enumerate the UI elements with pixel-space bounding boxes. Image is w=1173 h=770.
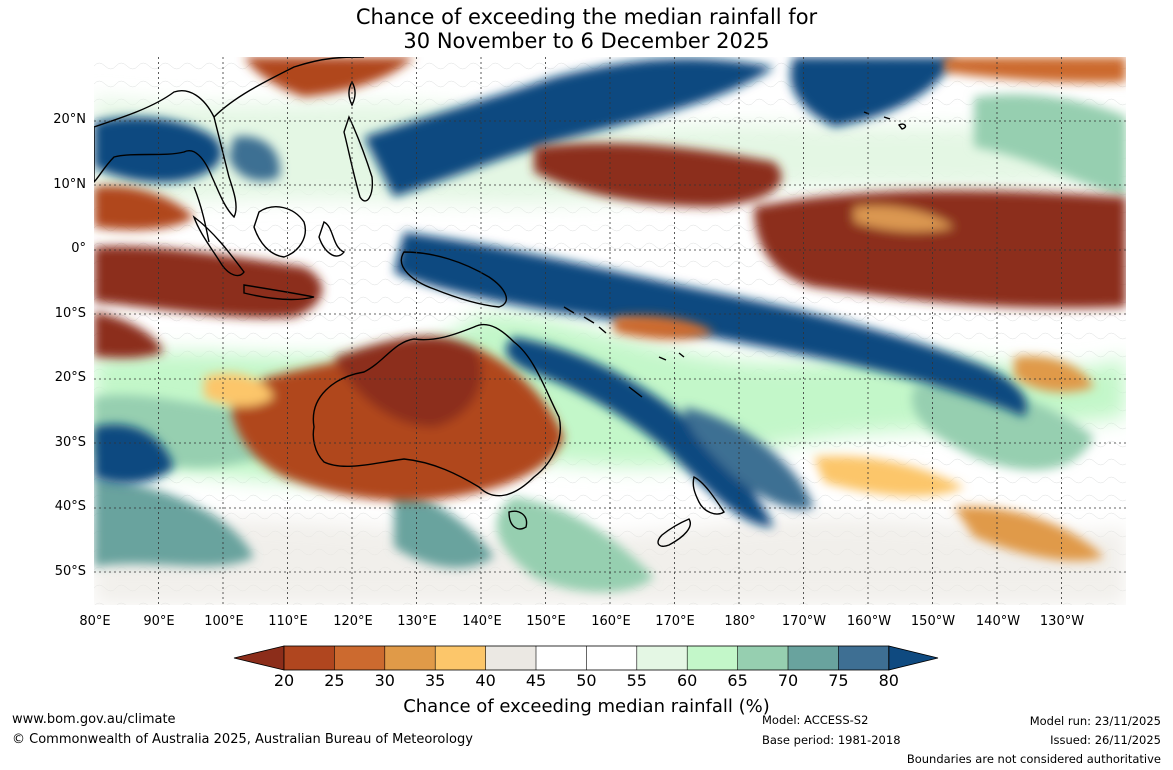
colorbar-label: Chance of exceeding median rainfall (%) <box>403 696 770 717</box>
colorbar-segment <box>284 646 335 670</box>
colorbar-tick-25: 25 <box>324 671 345 690</box>
colorbar-segment <box>636 646 688 670</box>
new-zealand-south-island <box>657 518 691 547</box>
lat-label-30S: 30°S <box>54 435 86 450</box>
lon-label-170E: 170°E <box>655 614 695 629</box>
colorbar-segment <box>586 646 637 670</box>
colorbar-segment <box>485 646 536 670</box>
lat-label-10S: 10°S <box>54 306 86 321</box>
colorbar-tick-45: 45 <box>525 671 547 690</box>
colorbar-high-arrow <box>888 645 939 671</box>
lon-label-120E: 120°E <box>333 614 373 629</box>
lon-label-150E: 150°E <box>526 614 566 629</box>
colorbar-tick-65: 65 <box>727 671 748 690</box>
map-title-line1: Chance of exceeding the median rainfall … <box>355 5 818 29</box>
pacific-wet-band <box>394 232 1027 417</box>
new-zealand-north-island <box>692 475 725 515</box>
lon-label-110E: 110°E <box>268 614 308 629</box>
rainfall-probability-map <box>94 57 1126 605</box>
lat-label-50S: 50°S <box>54 564 86 579</box>
colorbar-tick-40: 40 <box>475 671 496 690</box>
colorbar-tick-30: 30 <box>374 671 395 690</box>
lat-label-10N: 10°N <box>53 177 86 192</box>
colorbar-low-arrow <box>233 645 285 671</box>
lon-label-170W: 170°W <box>781 614 827 629</box>
fiji-islands <box>658 352 685 361</box>
lon-label-180: 180° <box>724 614 756 629</box>
colorbar-segment <box>536 646 587 670</box>
colorbar-tick-80: 80 <box>878 671 899 690</box>
lon-label-140W: 140°W <box>975 614 1021 629</box>
lat-label-40S: 40°S <box>54 499 86 514</box>
colorbar-segment <box>384 646 436 670</box>
lon-label-140E: 140°E <box>462 614 502 629</box>
taiwan-coastline <box>348 80 356 107</box>
lon-label-160E: 160°E <box>591 614 631 629</box>
australia-coastline <box>312 323 561 497</box>
sulawesi-coastline <box>318 221 346 257</box>
footer-url[interactable]: www.bom.gov.au/climate <box>12 712 176 727</box>
lon-label-150W: 150°W <box>910 614 956 629</box>
lon-label-90E: 90°E <box>143 614 175 629</box>
tasmania-coastline <box>508 510 528 530</box>
lon-label-130E: 130°E <box>397 614 437 629</box>
colorbar-tick-35: 35 <box>425 671 446 690</box>
asia-mainland-coastline <box>94 90 237 219</box>
sumatra-coastline <box>192 215 245 277</box>
colorbar-segment <box>838 646 889 670</box>
colorbar-segment <box>687 646 738 670</box>
spcz-wet-band <box>505 337 774 527</box>
colorbar-tick-70: 70 <box>777 671 799 690</box>
lon-label-80E: 80°E <box>79 614 111 629</box>
java-coastline <box>243 284 315 301</box>
colorbar-segment <box>334 646 385 670</box>
map-title-line2: 30 November to 6 December 2025 <box>403 29 770 53</box>
colorbar-tick-60: 60 <box>677 671 698 690</box>
new-guinea-coastline <box>400 251 508 308</box>
footer-model: Model: ACCESS-S2 <box>762 713 869 727</box>
colorbar <box>233 645 939 671</box>
footer-base-period: Base period: 1981-2018 <box>762 733 901 747</box>
lon-label-100E: 100°E <box>204 614 244 629</box>
philippines-coastline <box>343 115 374 202</box>
colorbar-segment <box>788 646 839 670</box>
footer-disclaimer: Boundaries are not considered authoritat… <box>906 752 1161 766</box>
lon-label-130W: 130°W <box>1039 614 1085 629</box>
lat-label-0: 0° <box>71 241 86 256</box>
new-caledonia <box>628 386 643 398</box>
colorbar-segment <box>435 646 486 670</box>
borneo-coastline <box>253 206 306 258</box>
central-pacific-dry-band <box>754 190 1126 309</box>
western-maritime-dry-patch <box>94 246 323 319</box>
lat-label-20S: 20°S <box>54 370 86 385</box>
colorbar-tick-20: 20 <box>273 671 295 690</box>
colorbar-segment <box>737 646 788 670</box>
footer-copyright: © Commonwealth of Australia 2025, Austra… <box>12 732 473 747</box>
footer-issued: Issued: 26/11/2025 <box>1050 733 1161 747</box>
colorbar-tick-75: 75 <box>828 671 849 690</box>
footer-model-run: Model run: 23/11/2025 <box>1029 714 1161 728</box>
colorbar-tick-55: 55 <box>626 671 647 690</box>
lon-label-160W: 160°W <box>846 614 892 629</box>
indian-ocean-wet-patch <box>94 117 222 183</box>
lat-label-20N: 20°N <box>53 112 86 127</box>
colorbar-tick-50: 50 <box>576 671 597 690</box>
